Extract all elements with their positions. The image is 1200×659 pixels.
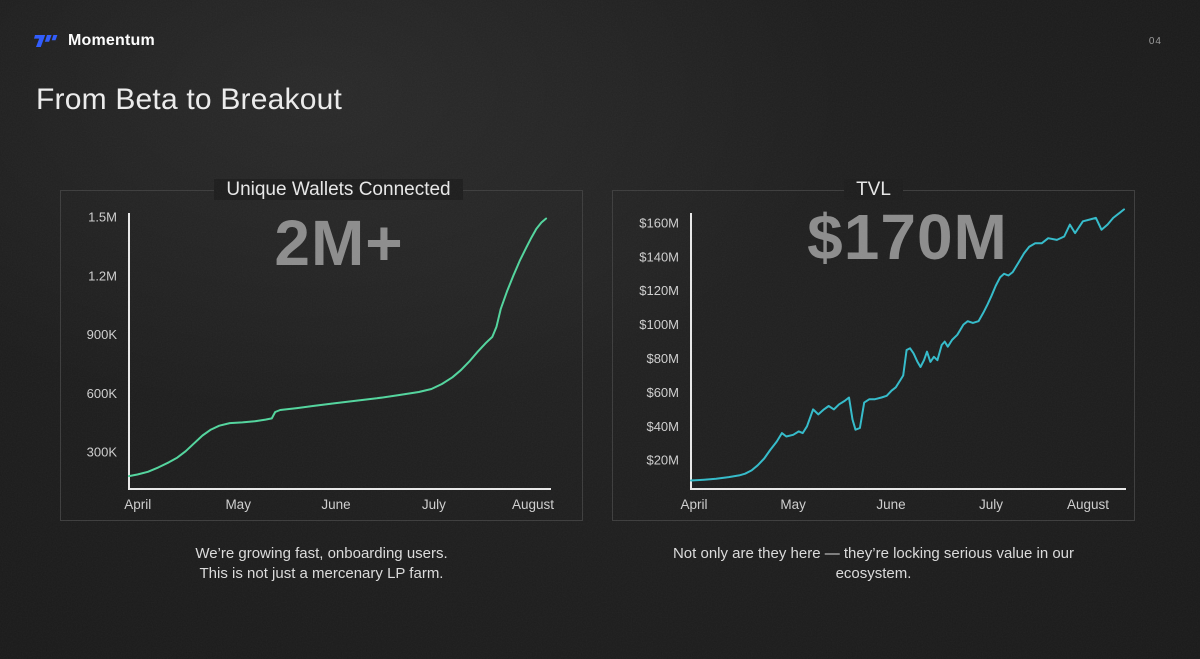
y-tick-label: $100M [639, 317, 679, 332]
y-tick-label: $160M [639, 215, 679, 230]
x-tick-label: April [124, 497, 151, 512]
caption-line: ecosystem. [835, 565, 912, 583]
series-line [128, 217, 548, 478]
y-tick-label: 1.5M [88, 209, 117, 224]
tvl-chart-canvas: $20M $40M $60M $80M $100M $120M $140M $160M Apri… [639, 208, 1126, 512]
caption-line: Not only are they here — they’re locking… [672, 545, 1075, 562]
x-tick-label: April [681, 497, 708, 512]
y-tick-label: $40M [646, 419, 679, 434]
y-tick-label: 900K [87, 327, 118, 342]
y-tick-label: $140M [639, 249, 679, 264]
x-tick-label: August [512, 497, 554, 512]
y-tick-label: $80M [646, 351, 679, 366]
x-tick-label: May [225, 497, 251, 512]
wallets-caption: We’re growing fast, onboarding users. Th… [60, 544, 583, 585]
header: Momentum [33, 31, 155, 51]
caption-line: This is not just a mercenary LP farm. [199, 565, 444, 583]
charts-row: Unique Wallets Connected 2M+ 300K 600K 900… [60, 179, 1135, 585]
x-tick-label: August [1067, 497, 1109, 512]
y-tick-label: $60M [646, 385, 679, 400]
y-tick-label: $20M [646, 453, 679, 468]
y-tick-label: 300K [87, 445, 118, 460]
page-title: From Beta to Breakout [36, 83, 343, 116]
momentum-logo-icon [34, 35, 58, 47]
brand-label: Momentum [68, 32, 155, 49]
y-tick-label: $120M [639, 283, 679, 298]
tvl-caption: Not only are they here — they’re locking… [612, 544, 1135, 585]
y-tick-label: 600K [87, 386, 118, 401]
y-tick-label: 1.2M [88, 268, 117, 283]
chart-block-tvl: TVL $170M $20M $40M $60M $80M $100M $120M $140… [612, 179, 1135, 585]
x-tick-label: May [780, 497, 806, 512]
x-tick-label: June [876, 497, 905, 512]
wallets-chart-canvas: 300K 600K 900K 1.2M 1.5M April May June July Augu… [87, 209, 555, 512]
series-line [690, 208, 1125, 482]
x-tick-label: June [321, 497, 350, 512]
x-tick-label: July [422, 497, 446, 512]
chart-block-wallets: Unique Wallets Connected 2M+ 300K 600K 900… [60, 179, 583, 585]
x-tick-label: July [979, 497, 1003, 512]
wallets-chart-panel: Unique Wallets Connected 2M+ 300K 600K 900… [60, 179, 583, 521]
caption-line: We’re growing fast, onboarding users. [195, 545, 448, 562]
page-number: 04 [1148, 36, 1162, 47]
tvl-chart-panel: TVL $170M $20M $40M $60M $80M $100M $120M $140… [612, 179, 1135, 521]
